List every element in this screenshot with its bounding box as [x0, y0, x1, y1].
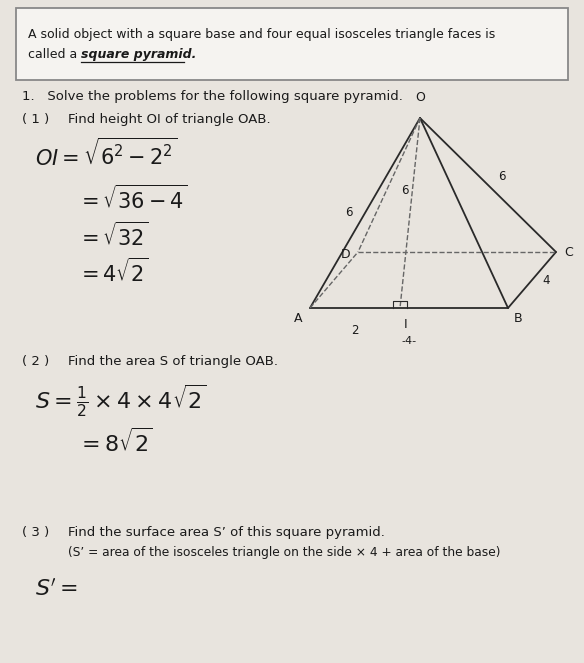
Text: $= \sqrt{36 - 4}$: $= \sqrt{36 - 4}$: [77, 185, 187, 213]
Text: C: C: [564, 245, 573, 259]
Text: square pyramid.: square pyramid.: [81, 48, 196, 61]
Text: (S’ = area of the isosceles triangle on the side × 4 + area of the base): (S’ = area of the isosceles triangle on …: [68, 546, 500, 559]
Text: called a: called a: [28, 48, 81, 61]
Text: Find the surface area S’ of this square pyramid.: Find the surface area S’ of this square …: [68, 526, 385, 539]
Text: 2: 2: [351, 324, 359, 337]
Text: $= 8\sqrt{2}$: $= 8\sqrt{2}$: [77, 428, 153, 456]
Text: ( 2 ): ( 2 ): [22, 355, 49, 368]
Text: Find the area S of triangle OAB.: Find the area S of triangle OAB.: [68, 355, 278, 368]
Text: I: I: [404, 318, 408, 331]
Text: ( 3 ): ( 3 ): [22, 526, 49, 539]
Text: D: D: [340, 247, 350, 261]
Text: B: B: [514, 312, 523, 325]
Text: A solid object with a square base and four equal isosceles triangle faces is: A solid object with a square base and fo…: [28, 28, 495, 41]
Text: O: O: [415, 91, 425, 104]
Text: A: A: [294, 312, 302, 325]
Text: $OI = \sqrt{6^2 - 2^2}$: $OI = \sqrt{6^2 - 2^2}$: [35, 138, 177, 170]
FancyBboxPatch shape: [16, 8, 568, 80]
Text: $= \sqrt{32}$: $= \sqrt{32}$: [77, 222, 149, 251]
Text: $S' =$: $S' =$: [35, 578, 78, 599]
Text: Find height OI of triangle OAB.: Find height OI of triangle OAB.: [68, 113, 270, 126]
Text: -4-: -4-: [401, 336, 416, 346]
Text: 6: 6: [401, 184, 409, 196]
Text: 1.   Solve the problems for the following square pyramid.: 1. Solve the problems for the following …: [22, 90, 403, 103]
Text: $S = \frac{1}{2} \times 4 \times 4\sqrt{2}$: $S = \frac{1}{2} \times 4 \times 4\sqrt{…: [35, 382, 207, 419]
Text: 6: 6: [498, 170, 506, 184]
Text: $= 4\sqrt{2}$: $= 4\sqrt{2}$: [77, 258, 149, 286]
Text: 6: 6: [345, 206, 353, 219]
Text: 4: 4: [543, 274, 550, 286]
Text: ( 1 ): ( 1 ): [22, 113, 49, 126]
